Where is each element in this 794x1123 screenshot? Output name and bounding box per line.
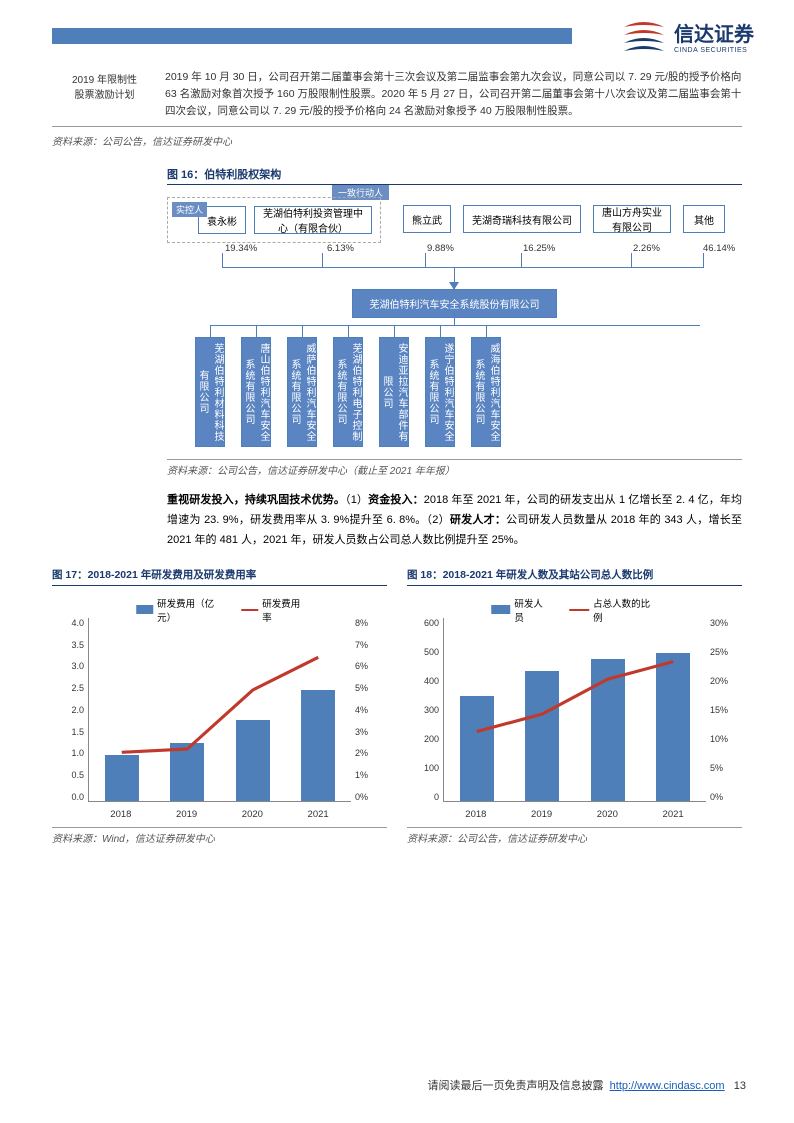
legend-bar-icon — [136, 605, 153, 614]
subsidiary-box: 遂宁伯特利汽车安全系统有限公司 — [425, 337, 455, 447]
subsidiary-box: 芜湖伯特利电子控制系统有限公司 — [333, 337, 363, 447]
footer-text: 请阅读最后一页免责声明及信息披露 — [428, 1080, 604, 1092]
source-text: 资料来源：公司公告，信达证券研发中心 — [52, 133, 742, 148]
incentive-text: 2019 年 10 月 30 日，公司召开第二届董事会第十三次会议及第二届监事会… — [157, 69, 742, 119]
legend-line-icon — [570, 609, 590, 611]
page-footer: 请阅读最后一页免责声明及信息披露 http://www.cindasc.com … — [428, 1077, 746, 1093]
pct-label: 46.14% — [703, 243, 735, 254]
legend-bar-icon — [491, 605, 511, 614]
fig16-title: 图 16：伯特利股权架构 — [167, 166, 742, 185]
controller-tag: 实控人 — [172, 202, 207, 217]
pct-label: 9.88% — [427, 243, 454, 254]
shareholder-box: 熊立武 — [403, 205, 451, 233]
fig17-chart: 研发费用（亿元） 研发费用率 4.03.53.02.52.01.51.00.50… — [52, 594, 387, 824]
subsidiary-box: 威海伯特利汽车安全系统有限公司 — [471, 337, 501, 447]
fig18-chart: 研发人员 占总人数的比例 6005004003002001000 30%25%2… — [407, 594, 742, 824]
subsidiary-box: 唐山伯特利汽车安全系统有限公司 — [241, 337, 271, 447]
fig18-title: 图 18：2018-2021 年研发人数及其站公司总人数比例 — [407, 567, 742, 586]
subsidiary-box: 威萨伯特利汽车安全系统有限公司 — [287, 337, 317, 447]
logo-swirl-icon — [620, 15, 668, 57]
body-paragraph: 重视研发投入，持续巩固技术优势。（1）资金投入：2018 年至 2021 年，公… — [167, 491, 742, 550]
header-accent-bar — [52, 28, 572, 44]
shareholder-box: 唐山方舟实业有限公司 — [593, 205, 671, 233]
brand-name-en: CINDA SECURITIES — [674, 47, 754, 54]
footer-link[interactable]: http://www.cindasc.com — [610, 1080, 725, 1092]
incentive-label: 2019 年限制性 股票激励计划 — [52, 69, 157, 119]
shareholder-box: 其他 — [683, 205, 725, 233]
subsidiary-box: 芜湖伯特利材料科技有限公司 — [195, 337, 225, 447]
fig17-title: 图 17：2018-2021 年研发费用及研发费用率 — [52, 567, 387, 586]
brand-name-cn: 信达证券 — [674, 18, 754, 47]
pct-label: 19.34% — [225, 243, 257, 254]
shareholder-box: 芜湖奇瑞科技有限公司 — [463, 205, 581, 233]
shareholder-box: 芜湖伯特利投资管理中心（有限合伙） — [254, 206, 372, 234]
subsidiary-box: 安迪亚拉汽车部件有限公司 — [379, 337, 409, 447]
legend-line-icon — [241, 609, 258, 611]
pct-label: 2.26% — [633, 243, 660, 254]
pct-label: 6.13% — [327, 243, 354, 254]
pct-label: 16.25% — [523, 243, 555, 254]
incentive-summary: 2019 年限制性 股票激励计划 2019 年 10 月 30 日，公司召开第二… — [52, 65, 742, 123]
fig16-source: 资料来源：公司公告，信达证券研发中心（截止至 2021 年年报） — [167, 459, 742, 477]
divider — [52, 126, 742, 127]
page-number: 13 — [734, 1080, 746, 1092]
ownership-diagram: 一致行动人 实控人 袁永彬 芜湖伯特利投资管理中心（有限合伙） 熊立武 芜湖奇瑞… — [167, 197, 742, 457]
brand-logo: 信达证券 CINDA SECURITIES — [620, 15, 754, 57]
